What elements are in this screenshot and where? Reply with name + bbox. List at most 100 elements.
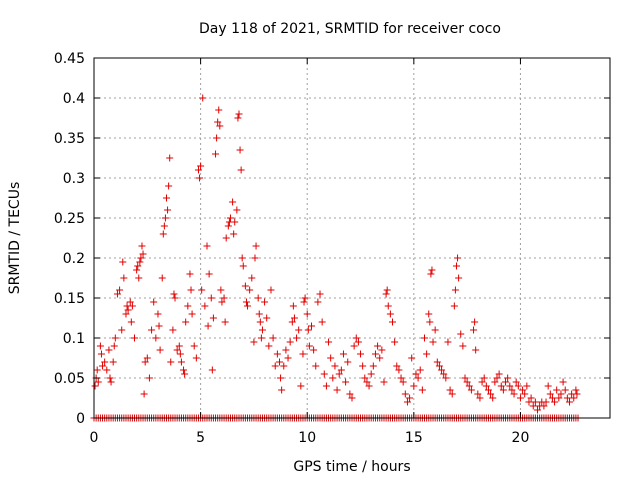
data-point [267, 286, 275, 294]
data-point [369, 362, 377, 370]
data-point [110, 342, 118, 350]
data-point [94, 378, 102, 386]
data-point [442, 374, 450, 382]
data-point [116, 286, 124, 294]
data-point [352, 334, 360, 342]
data-point [374, 342, 382, 350]
data-point [350, 342, 358, 350]
x-axis-label: GPS time / hours [293, 459, 410, 475]
data-point [164, 206, 172, 214]
data-point [214, 118, 222, 126]
data-point [140, 390, 148, 398]
data-point [145, 374, 153, 382]
data-point [337, 366, 345, 374]
data-point [148, 326, 156, 334]
data-point [131, 334, 139, 342]
data-point [454, 254, 462, 262]
data-point [171, 294, 179, 302]
data-point [397, 374, 405, 382]
data-point [559, 378, 567, 386]
y-tick-label: 0.4 [63, 91, 85, 107]
data-point [229, 198, 237, 206]
data-point [512, 378, 520, 386]
data-point [194, 166, 202, 174]
data-point [242, 298, 250, 306]
data-point [126, 298, 134, 306]
data-point [383, 286, 391, 294]
data-point [273, 350, 281, 358]
data-point [301, 294, 309, 302]
data-point [221, 318, 229, 326]
data-point [391, 338, 399, 346]
data-point [455, 274, 463, 282]
data-point [135, 274, 143, 282]
data-point [154, 310, 162, 318]
data-point [440, 370, 448, 378]
data-point [465, 382, 473, 390]
data-point [367, 370, 375, 378]
data-point [565, 398, 573, 406]
data-point [196, 174, 204, 182]
data-point [572, 386, 580, 394]
data-point [234, 114, 242, 122]
data-point [111, 334, 119, 342]
data-point [222, 234, 230, 242]
data-point [252, 242, 260, 250]
data-point [282, 346, 290, 354]
data-point [461, 374, 469, 382]
data-point [339, 350, 347, 358]
data-point [489, 394, 497, 402]
data-point [122, 310, 130, 318]
data-point [472, 346, 480, 354]
data-point [376, 354, 384, 362]
data-point [99, 362, 107, 370]
data-point [342, 378, 350, 386]
data-point [107, 378, 115, 386]
data-point [263, 314, 271, 322]
data-point [167, 358, 175, 366]
data-point [181, 370, 189, 378]
data-point [403, 398, 411, 406]
data-point [155, 322, 163, 330]
data-point [128, 302, 136, 310]
data-point [236, 146, 244, 154]
y-tick-label: 0.25 [54, 211, 85, 227]
data-point [280, 362, 288, 370]
data-point [316, 290, 324, 298]
data-point [124, 306, 132, 314]
data-point [476, 394, 484, 402]
data-point [215, 106, 223, 114]
data-point [159, 230, 167, 238]
data-point [384, 302, 392, 310]
data-point [299, 350, 307, 358]
data-point [173, 346, 181, 354]
data-point [176, 350, 184, 358]
data-point [542, 398, 550, 406]
data-point [235, 110, 243, 118]
data-point [101, 358, 109, 366]
data-point [201, 302, 209, 310]
data-point [233, 206, 241, 214]
data-point [305, 342, 313, 350]
data-point [506, 382, 514, 390]
data-point [474, 390, 482, 398]
data-point [199, 94, 207, 102]
data-point [160, 222, 168, 230]
data-point [553, 386, 561, 394]
data-point [304, 326, 312, 334]
data-point [563, 394, 571, 402]
data-point [248, 274, 256, 282]
data-point [241, 282, 249, 290]
data-point [113, 290, 121, 298]
data-point [297, 382, 305, 390]
data-point [106, 374, 114, 382]
data-point [295, 326, 303, 334]
data-point [431, 326, 439, 334]
data-point [327, 354, 335, 362]
data-point [278, 386, 286, 394]
y-tick-label: 0.15 [54, 291, 85, 307]
data-point [231, 218, 239, 226]
data-point [446, 386, 454, 394]
data-point [103, 366, 111, 374]
